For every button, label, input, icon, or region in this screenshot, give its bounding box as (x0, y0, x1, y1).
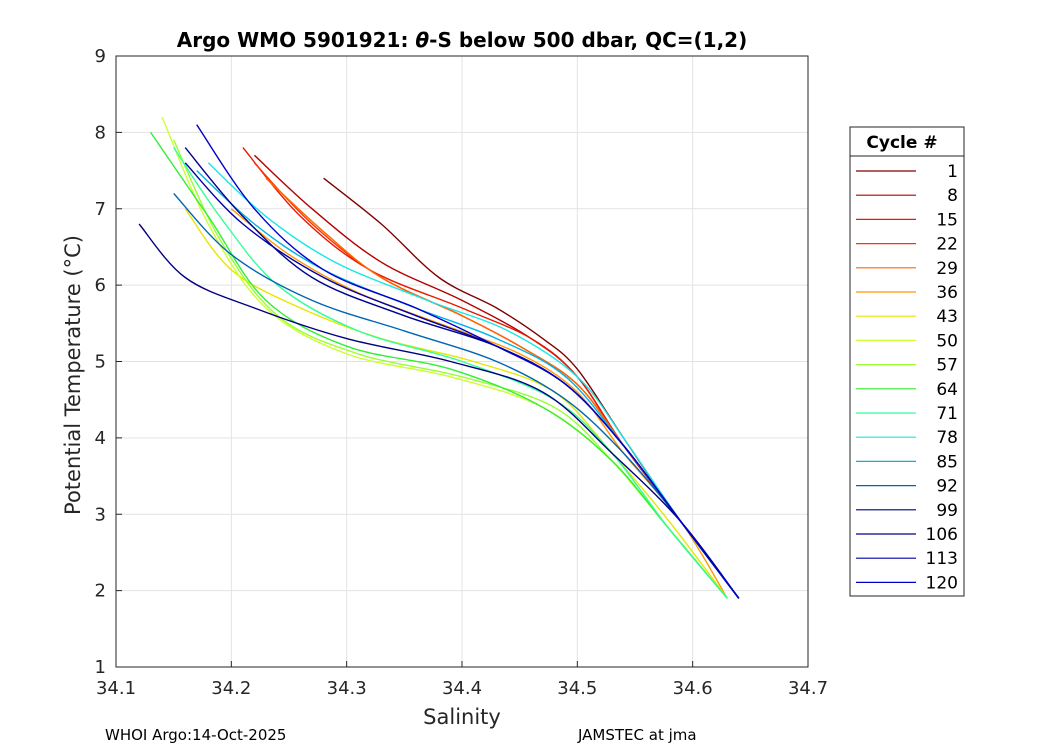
legend-label-cycle-22: 22 (936, 235, 958, 255)
legend-label-cycle-85: 85 (936, 452, 958, 472)
legend: Cycle # 18152229364350576471788592991061… (849, 126, 965, 597)
legend-label-cycle-1: 1 (947, 162, 958, 182)
legend-label-cycle-120: 120 (926, 573, 958, 593)
legend-title: Cycle # (866, 133, 937, 153)
y-tick-label: 4 (95, 428, 106, 449)
x-tick-label: 34.5 (557, 678, 597, 699)
x-tick-label: 34.7 (788, 678, 828, 699)
data-series (138, 116, 740, 599)
legend-label-cycle-92: 92 (936, 477, 958, 497)
footer-right: JAMSTEC at jma (577, 726, 697, 744)
legend-label-cycle-15: 15 (936, 210, 958, 230)
legend-label-cycle-71: 71 (936, 404, 958, 424)
legend-label-cycle-78: 78 (936, 428, 958, 448)
footer-left: WHOI Argo:14-Oct-2025 (105, 726, 286, 744)
series-line-cycle-71 (173, 147, 728, 599)
y-tick-label: 7 (95, 199, 106, 220)
y-axis-label: Potential Temperature (°C) (61, 235, 85, 515)
y-tick-label: 1 (95, 657, 106, 678)
chart-title: Argo WMO 5901921: θ-S below 500 dbar, QC… (177, 28, 747, 52)
legend-box (849, 126, 965, 597)
series-line-cycle-120 (196, 124, 740, 599)
legend-label-cycle-43: 43 (936, 307, 958, 327)
y-tick-label: 3 (95, 504, 106, 525)
x-tick-label: 34.1 (96, 678, 136, 699)
legend-label-cycle-99: 99 (936, 501, 958, 521)
series-line-cycle-43 (184, 208, 728, 599)
y-tick-label: 9 (95, 46, 106, 67)
y-tick-label: 5 (95, 352, 106, 373)
x-tick-label: 34.6 (673, 678, 713, 699)
y-tick-label: 2 (95, 581, 106, 602)
series-line-cycle-99 (138, 223, 740, 599)
legend-label-cycle-57: 57 (936, 356, 958, 376)
x-tick-label: 34.3 (327, 678, 367, 699)
legend-label-cycle-106: 106 (926, 525, 958, 545)
x-tick-label: 34.2 (211, 678, 251, 699)
legend-label-cycle-64: 64 (936, 380, 958, 400)
series-line-cycle-92 (173, 193, 740, 599)
legend-label-cycle-50: 50 (936, 331, 958, 351)
series-line-cycle-78 (207, 162, 740, 599)
legend-label-cycle-113: 113 (926, 549, 958, 569)
y-tick-label: 8 (95, 122, 106, 143)
legend-label-cycle-8: 8 (947, 186, 958, 206)
y-tick-label: 6 (95, 275, 106, 296)
legend-items: 1 8 15 22 29 36 43 50 57 64 71 78 85 92 99 106 113 120 (856, 162, 958, 593)
legend-label-cycle-36: 36 (936, 283, 958, 303)
x-axis-label: Salinity (423, 705, 501, 729)
legend-label-cycle-29: 29 (936, 259, 958, 279)
x-tick-label: 34.4 (442, 678, 482, 699)
axis-ticks: 34.1 34.2 34.3 34.4 34.5 34.6 34.7 1 2 3 4 5 6 7 8 9 (95, 46, 828, 699)
series-line-cycle-64 (150, 132, 728, 599)
